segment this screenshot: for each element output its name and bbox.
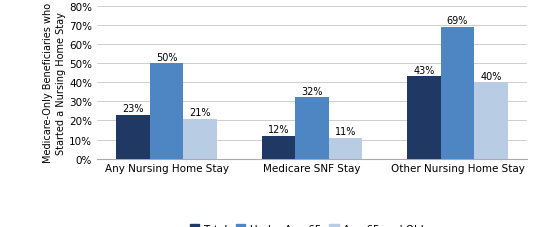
Text: 21%: 21%: [189, 108, 211, 117]
Bar: [183, 119, 217, 159]
Bar: [262, 136, 295, 159]
Bar: [150, 64, 183, 159]
Legend: Total, Under Age 65, Age 65 and Older: Total, Under Age 65, Age 65 and Older: [188, 222, 436, 227]
Text: 43%: 43%: [413, 66, 435, 76]
Y-axis label: Medicare-Only Beneficiaries who
Started a Nursing Home Stay: Medicare-Only Beneficiaries who Started …: [43, 3, 66, 163]
Bar: [116, 115, 150, 159]
Bar: [295, 98, 329, 159]
Text: 23%: 23%: [122, 104, 144, 114]
Text: 40%: 40%: [480, 71, 501, 81]
Text: 50%: 50%: [156, 52, 178, 62]
Bar: [329, 138, 362, 159]
Bar: [474, 83, 508, 159]
Text: 32%: 32%: [301, 86, 323, 96]
Text: 11%: 11%: [335, 126, 356, 136]
Text: 12%: 12%: [268, 125, 289, 135]
Bar: [407, 77, 441, 159]
Bar: [441, 28, 474, 159]
Text: 69%: 69%: [447, 16, 468, 26]
